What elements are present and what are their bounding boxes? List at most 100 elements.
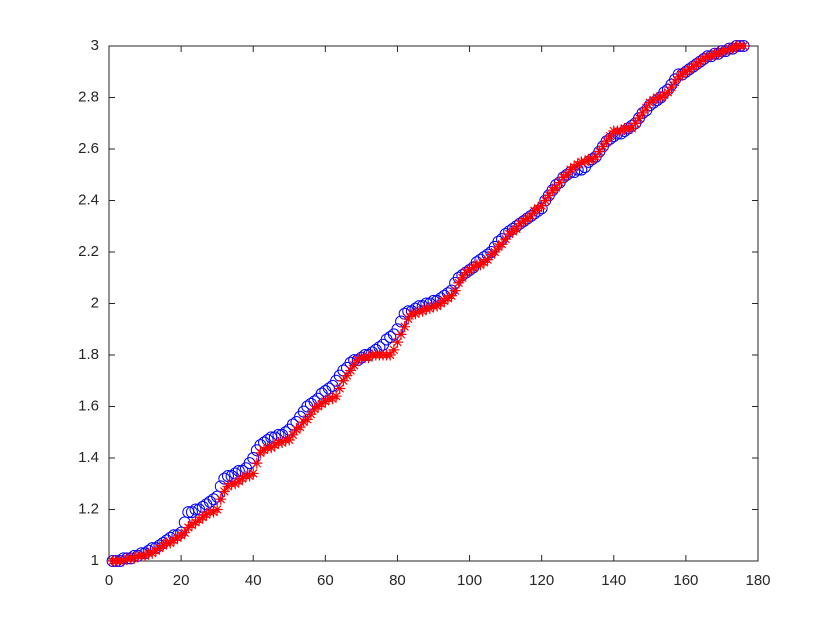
star-marker (528, 205, 540, 217)
star-marker (164, 537, 176, 549)
star-marker (691, 58, 703, 70)
star-marker (579, 156, 591, 168)
x-tick-label: 80 (389, 572, 406, 589)
star-marker (395, 328, 407, 340)
star-marker (460, 267, 472, 279)
star-marker (128, 552, 140, 564)
star-marker (334, 382, 346, 394)
y-tick-label: 2.8 (78, 88, 99, 105)
star-marker (399, 321, 411, 333)
star-marker (615, 125, 627, 137)
star-marker (316, 398, 328, 410)
star-marker (543, 189, 555, 201)
star-marker (546, 184, 558, 196)
star-marker (503, 228, 515, 240)
star-marker (182, 522, 194, 534)
star-marker (525, 210, 537, 222)
star-marker (449, 285, 461, 297)
star-marker (604, 130, 616, 142)
star-marker (190, 516, 202, 528)
x-tick-label: 120 (529, 572, 554, 589)
star-marker (565, 164, 577, 176)
star-marker (438, 295, 450, 307)
star-marker (464, 264, 476, 276)
x-tick-label: 0 (105, 572, 113, 589)
star-marker (453, 277, 465, 289)
star-marker (341, 370, 353, 382)
star-marker (424, 303, 436, 315)
star-marker (157, 540, 169, 552)
star-marker (673, 71, 685, 83)
y-tick-label: 1 (91, 552, 99, 569)
star-marker (290, 424, 302, 436)
x-tick-label: 160 (673, 572, 698, 589)
star-marker (478, 256, 490, 268)
star-marker (518, 215, 530, 227)
star-marker (446, 290, 458, 302)
star-marker (568, 161, 580, 173)
star-marker (211, 504, 223, 515)
y-tick-label: 1.6 (78, 397, 99, 414)
star-marker (168, 534, 180, 546)
star-marker (561, 169, 573, 181)
y-tick-label: 2 (91, 294, 99, 311)
star-marker (687, 61, 699, 73)
y-tick-label: 2.6 (78, 140, 99, 157)
star-marker (550, 182, 562, 194)
star-marker (705, 50, 717, 62)
star-marker (431, 300, 443, 312)
star-marker (200, 509, 212, 521)
star-marker (229, 478, 241, 490)
star-marker (258, 444, 270, 456)
star-marker (474, 259, 486, 271)
star-marker (435, 298, 447, 309)
y-tick-label: 1.4 (78, 449, 99, 466)
star-marker (712, 48, 724, 60)
star-marker (153, 542, 165, 554)
star-marker (698, 53, 710, 65)
star-marker (175, 529, 187, 541)
star-marker (193, 514, 205, 526)
star-marker (309, 403, 321, 415)
star-marker (601, 135, 613, 147)
star-marker (572, 158, 584, 170)
star-marker (554, 176, 566, 188)
star-marker (388, 344, 400, 356)
star-marker (139, 550, 151, 562)
star-marker (337, 375, 349, 387)
y-tick-label: 2.4 (78, 191, 99, 208)
star-marker (352, 354, 364, 366)
star-marker (683, 63, 695, 75)
x-tick-label: 140 (601, 572, 626, 589)
star-marker (269, 439, 281, 451)
circle-marker (384, 330, 397, 343)
star-marker (485, 249, 497, 261)
y-tick-label: 2.2 (78, 243, 99, 260)
star-marker (363, 352, 375, 364)
star-marker (590, 151, 602, 163)
star-marker (330, 390, 342, 402)
star-marker (384, 349, 396, 361)
star-marker (694, 55, 706, 67)
star-marker (593, 146, 605, 158)
star-marker (409, 308, 421, 320)
star-marker (208, 506, 220, 518)
star-marker (287, 429, 299, 441)
star-marker (489, 246, 501, 258)
circle-marker (218, 472, 231, 485)
star-marker (467, 261, 479, 273)
star-marker (655, 92, 667, 103)
star-marker (532, 202, 544, 214)
star-marker (298, 416, 310, 428)
star-marker (247, 467, 259, 479)
star-marker (417, 305, 429, 317)
star-marker (283, 434, 295, 446)
star-marker (676, 68, 688, 80)
star-marker (662, 86, 674, 98)
star-marker (727, 43, 739, 55)
star-marker (647, 94, 659, 106)
star-marker (254, 447, 266, 459)
circle-marker (189, 503, 202, 516)
star-marker (665, 81, 677, 93)
